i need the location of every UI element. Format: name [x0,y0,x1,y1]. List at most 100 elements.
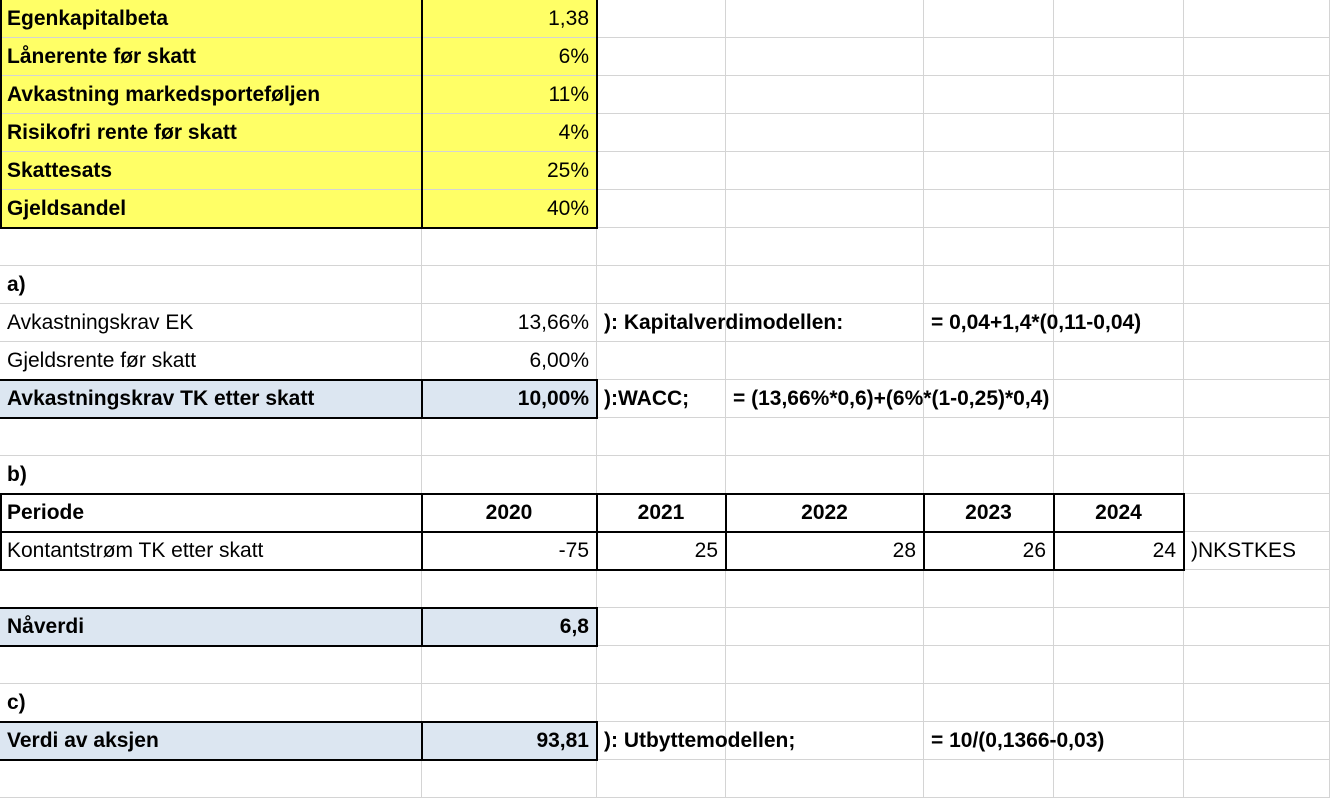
empty-cell[interactable] [1184,418,1330,456]
share-value[interactable]: 93,81 [422,722,597,760]
empty-cell[interactable] [0,646,422,684]
empty-cell[interactable] [1184,266,1330,304]
empty-cell[interactable] [726,684,924,722]
empty-cell[interactable] [924,342,1054,380]
empty-cell[interactable] [924,114,1054,152]
empty-cell[interactable] [597,152,726,190]
empty-cell[interactable] [726,608,924,646]
empty-cell[interactable] [422,456,597,494]
empty-cell[interactable] [1184,570,1330,608]
year-header[interactable]: 2022 [726,494,924,532]
empty-cell[interactable] [1054,304,1184,342]
npv-label[interactable]: Nåverdi [0,608,422,646]
empty-cell[interactable] [726,722,924,760]
empty-cell[interactable] [1184,646,1330,684]
empty-cell[interactable] [1054,608,1184,646]
required-return-equity-value[interactable]: 13,66% [422,304,597,342]
input-label-cell[interactable]: Skattesats [0,152,422,190]
empty-cell[interactable] [422,646,597,684]
empty-cell[interactable] [597,418,726,456]
empty-cell[interactable] [1184,380,1330,418]
empty-cell[interactable] [1054,684,1184,722]
empty-cell[interactable] [597,266,726,304]
empty-cell[interactable] [422,266,597,304]
cashflow-value[interactable]: 26 [924,532,1054,570]
dividend-model-note[interactable]: ): Utbyttemodellen; [597,722,795,760]
empty-cell[interactable] [597,190,726,228]
empty-cell[interactable] [597,228,726,266]
debt-rate-label[interactable]: Gjeldsrente før skatt [0,342,422,380]
empty-cell[interactable] [726,304,924,342]
empty-cell[interactable] [422,684,597,722]
empty-cell[interactable] [726,0,924,38]
empty-cell[interactable] [422,760,597,798]
empty-cell[interactable] [0,228,422,266]
empty-cell[interactable] [726,342,924,380]
empty-cell[interactable] [597,0,726,38]
empty-cell[interactable] [726,228,924,266]
empty-cell[interactable] [1054,190,1184,228]
cashflow-value[interactable]: 28 [726,532,924,570]
empty-cell[interactable] [597,608,726,646]
empty-cell[interactable] [1054,570,1184,608]
empty-cell[interactable] [726,76,924,114]
cashflow-label[interactable]: Kontantstrøm TK etter skatt [0,532,422,570]
input-label-cell[interactable]: Egenkapitalbeta [0,0,422,38]
input-value-cell[interactable]: 11% [422,76,597,114]
wacc-formula[interactable]: = (13,66%*0,6)+(6%*(1-0,25)*0,4) [726,380,1049,418]
empty-cell[interactable] [726,114,924,152]
empty-cell[interactable] [597,760,726,798]
empty-cell[interactable] [1184,494,1330,532]
empty-cell[interactable] [1054,722,1184,760]
required-return-equity-label[interactable]: Avkastningskrav EK [0,304,422,342]
empty-cell[interactable] [924,570,1054,608]
empty-cell[interactable] [924,152,1054,190]
empty-cell[interactable] [924,684,1054,722]
capm-formula[interactable]: = 0,04+1,4*(0,11-0,04) [924,304,1141,342]
empty-cell[interactable] [924,456,1054,494]
cashflow-value[interactable]: 25 [597,532,726,570]
empty-cell[interactable] [726,418,924,456]
dividend-formula[interactable]: = 10/(0,1366-0,03) [924,722,1104,760]
share-value-label[interactable]: Verdi av aksjen [0,722,422,760]
empty-cell[interactable] [1054,760,1184,798]
empty-cell[interactable] [1054,38,1184,76]
empty-cell[interactable] [0,760,422,798]
year-header[interactable]: 2024 [1054,494,1184,532]
year-header[interactable]: 2021 [597,494,726,532]
empty-cell[interactable] [924,760,1054,798]
empty-cell[interactable] [924,38,1054,76]
empty-cell[interactable] [597,456,726,494]
empty-cell[interactable] [726,570,924,608]
empty-cell[interactable] [1054,418,1184,456]
cashflow-note[interactable]: )NKSTKES [1184,532,1330,570]
empty-cell[interactable] [924,76,1054,114]
wacc-value[interactable]: 10,00% [422,380,597,418]
empty-cell[interactable] [1054,0,1184,38]
empty-cell[interactable] [0,570,422,608]
empty-cell[interactable] [1184,152,1330,190]
empty-cell[interactable] [1184,190,1330,228]
empty-cell[interactable] [1054,646,1184,684]
empty-cell[interactable] [1054,266,1184,304]
year-header[interactable]: 2020 [422,494,597,532]
input-value-cell[interactable]: 40% [422,190,597,228]
empty-cell[interactable] [726,266,924,304]
empty-cell[interactable] [726,456,924,494]
empty-cell[interactable] [1184,304,1330,342]
empty-cell[interactable] [597,646,726,684]
empty-cell[interactable] [924,380,1054,418]
input-value-cell[interactable]: 1,38 [422,0,597,38]
empty-cell[interactable] [1184,38,1330,76]
empty-cell[interactable] [1184,0,1330,38]
empty-cell[interactable] [1054,456,1184,494]
cashflow-value[interactable]: -75 [422,532,597,570]
empty-cell[interactable] [1054,76,1184,114]
empty-cell[interactable] [1054,114,1184,152]
section-b-heading[interactable]: b) [0,456,422,494]
empty-cell[interactable] [726,152,924,190]
debt-rate-value[interactable]: 6,00% [422,342,597,380]
empty-cell[interactable] [1184,684,1330,722]
empty-cell[interactable] [924,418,1054,456]
empty-cell[interactable] [1184,456,1330,494]
